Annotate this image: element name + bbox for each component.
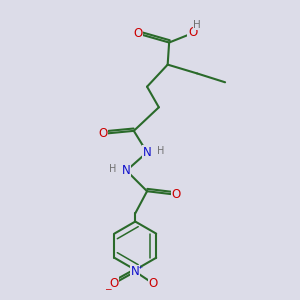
Text: O: O <box>148 277 158 290</box>
Text: N: N <box>143 146 152 159</box>
Text: H: H <box>109 164 117 174</box>
Text: O: O <box>98 127 107 140</box>
Text: O: O <box>172 188 181 201</box>
Text: +: + <box>137 265 142 270</box>
Text: N: N <box>122 164 131 177</box>
Text: −: − <box>104 284 111 293</box>
Text: O: O <box>110 277 119 290</box>
Text: H: H <box>193 20 201 30</box>
Text: O: O <box>134 27 143 40</box>
Text: H: H <box>157 146 164 156</box>
Text: N: N <box>131 265 140 278</box>
Text: O: O <box>188 26 197 39</box>
